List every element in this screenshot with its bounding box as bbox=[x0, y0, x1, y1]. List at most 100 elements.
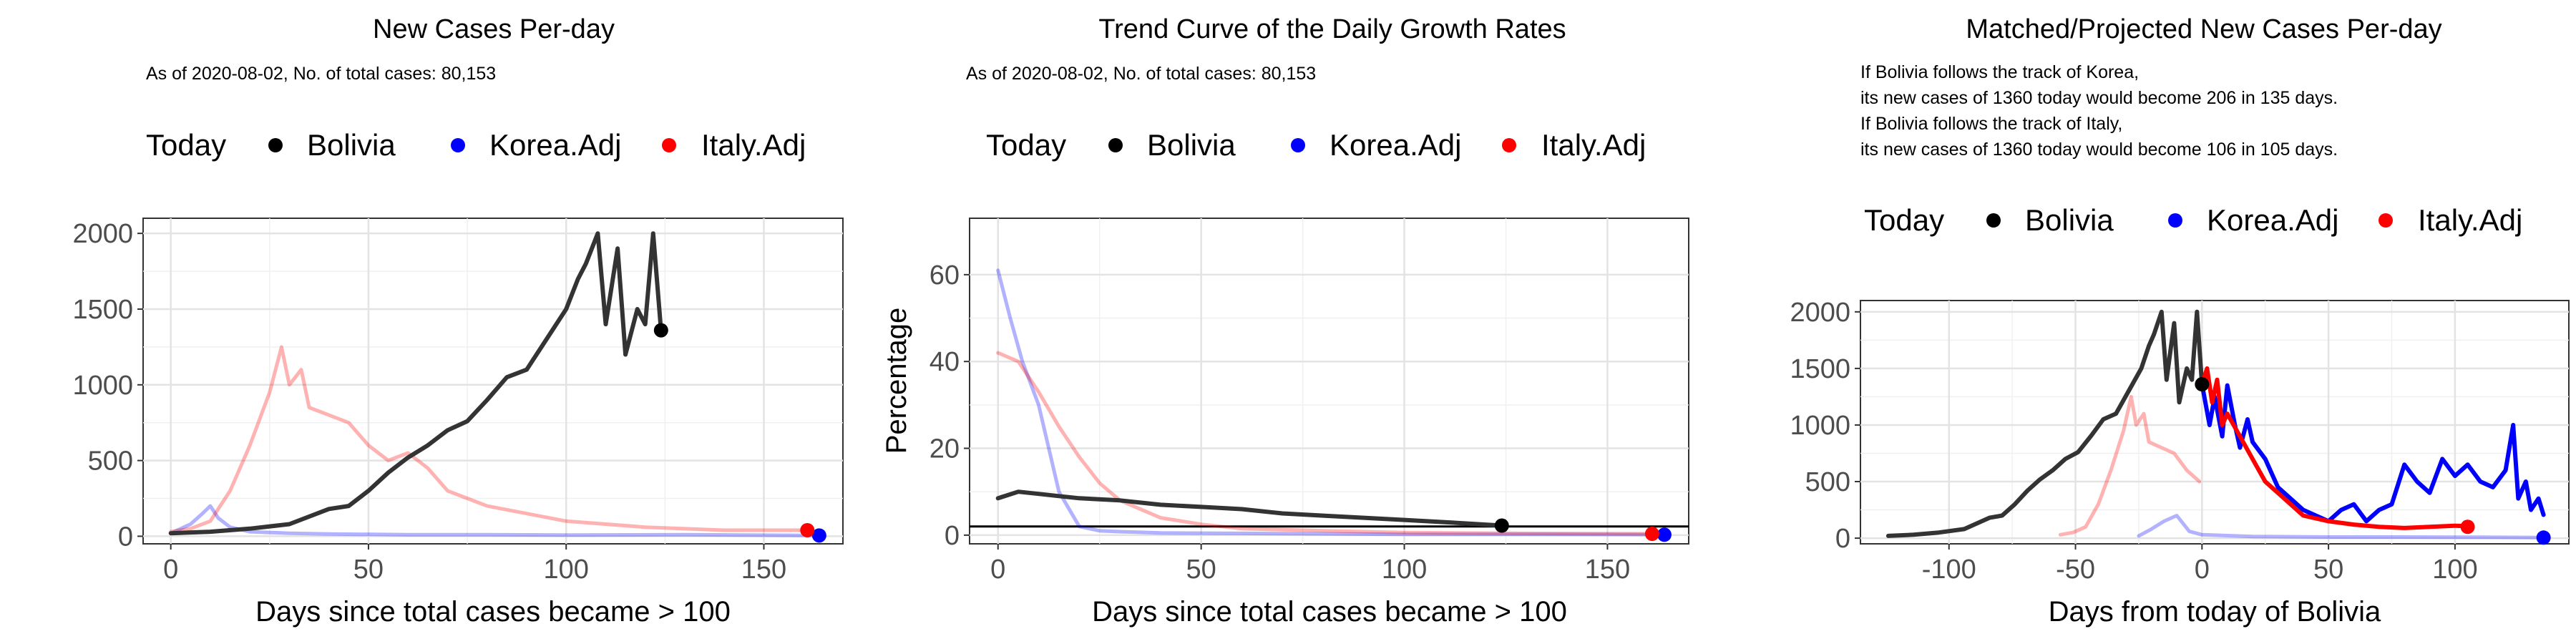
legend-title: Today bbox=[1864, 203, 1944, 237]
x-tick-label: 100 bbox=[2432, 555, 2477, 585]
chart-subtitle: As of 2020-08-02, No. of total cases: 80… bbox=[966, 64, 1316, 84]
grid bbox=[1860, 301, 2569, 544]
y-tick-label: 1000 bbox=[1790, 411, 1850, 441]
today-points bbox=[2195, 377, 2551, 545]
plot-border bbox=[142, 218, 844, 545]
series-line-bolivia bbox=[168, 231, 663, 536]
y-tick-label: 0 bbox=[1835, 524, 1850, 554]
panel-new-cases: New Cases Per-day As of 2020-08-02, No. … bbox=[72, 14, 844, 628]
x-tick-label: -100 bbox=[1922, 555, 1976, 585]
projection-note-line: its new cases of 1360 today would become… bbox=[1860, 140, 2338, 160]
series-line-italy-projected bbox=[2200, 366, 2470, 530]
legend-label-italy: Italy.Adj bbox=[1541, 128, 1646, 162]
legend-key-bolivia bbox=[268, 138, 283, 152]
y-axis-title: Percentage bbox=[881, 308, 912, 454]
legend-label-italy: Italy.Adj bbox=[2418, 203, 2522, 237]
projection-note-line: its new cases of 1360 today would become… bbox=[1860, 88, 2338, 108]
legend-label-italy: Italy.Adj bbox=[701, 128, 806, 162]
today-points bbox=[1494, 518, 1672, 542]
today-point-bolivia bbox=[653, 323, 668, 338]
y-tick-label: 2000 bbox=[1790, 298, 1850, 328]
legend: Today Bolivia Korea.Adj Italy.Adj bbox=[986, 128, 1646, 162]
x-tick-label: 150 bbox=[1585, 555, 1630, 585]
legend-key-korea bbox=[1291, 138, 1305, 152]
legend-key-bolivia bbox=[1986, 213, 2001, 228]
chart-title: Matched/Projected New Cases Per-day bbox=[1966, 14, 2441, 44]
x-tick-label: 150 bbox=[741, 555, 786, 585]
grid bbox=[143, 218, 843, 544]
legend-title: Today bbox=[146, 128, 226, 162]
y-tick-label: 1500 bbox=[1790, 354, 1850, 384]
panel-growth-rates: Trend Curve of the Daily Growth Rates As… bbox=[881, 14, 1689, 628]
legend-label-korea: Korea.Adj bbox=[489, 128, 621, 162]
legend-key-korea bbox=[2168, 213, 2182, 228]
legend-key-italy bbox=[1502, 138, 1516, 152]
panel-projected: Matched/Projected New Cases Per-day If B… bbox=[1790, 14, 2570, 628]
projection-note-line: If Bolivia follows the track of Korea, bbox=[1860, 62, 2139, 82]
x-tick-label: 100 bbox=[544, 555, 589, 585]
y-tick-label: 0 bbox=[118, 522, 133, 552]
series-line-italy bbox=[169, 345, 809, 534]
today-point-bolivia bbox=[1494, 518, 1509, 533]
y-tick-label: 1500 bbox=[72, 295, 133, 325]
grid bbox=[970, 218, 1689, 544]
today-point-italy bbox=[2460, 519, 2475, 535]
x-axis-title: Days since total cases became > 100 bbox=[1092, 596, 1567, 628]
legend-key-bolivia bbox=[1108, 138, 1123, 152]
plot-border bbox=[969, 218, 1689, 545]
legend: Today Bolivia Korea.Adj Italy.Adj bbox=[1864, 203, 2522, 237]
chart-subtitle: As of 2020-08-02, No. of total cases: 80… bbox=[146, 64, 496, 84]
today-point-italy bbox=[800, 522, 815, 537]
series-line-bolivia bbox=[1885, 309, 2205, 538]
x-tick-label: 50 bbox=[1186, 555, 1216, 585]
y-tick-label: 0 bbox=[945, 521, 960, 551]
x-tick-label: 50 bbox=[353, 555, 384, 585]
legend-label-bolivia: Bolivia bbox=[1147, 128, 1236, 162]
today-points bbox=[653, 323, 826, 543]
plot-area: 0 50 100 150 0 20 40 60 bbox=[930, 218, 1689, 585]
x-tick-label: 100 bbox=[1382, 555, 1427, 585]
plot-border bbox=[1860, 300, 2570, 545]
legend-label-korea: Korea.Adj bbox=[1330, 128, 1461, 162]
legend-label-korea: Korea.Adj bbox=[2207, 203, 2338, 237]
x-axis-title: Days since total cases became > 100 bbox=[255, 596, 731, 628]
legend-key-italy bbox=[2379, 213, 2393, 228]
series-line-bolivia bbox=[995, 489, 1504, 528]
series-line-korea bbox=[169, 504, 821, 537]
series-lines bbox=[995, 268, 1667, 537]
legend-label-bolivia: Bolivia bbox=[307, 128, 396, 162]
axis-ticks: 0 50 100 150 0 20 40 60 bbox=[930, 260, 1630, 585]
today-point-korea bbox=[1657, 527, 1672, 542]
y-tick-label: 60 bbox=[930, 260, 960, 291]
projection-notes: If Bolivia follows the track of Korea, i… bbox=[1860, 62, 2338, 160]
series-line-korea bbox=[996, 268, 1667, 537]
legend-label-bolivia: Bolivia bbox=[2025, 203, 2114, 237]
x-axis-title: Days from today of Bolivia bbox=[2049, 596, 2381, 628]
legend-key-korea bbox=[451, 138, 465, 152]
y-tick-label: 2000 bbox=[72, 219, 133, 249]
legend: Today Bolivia Korea.Adj Italy.Adj bbox=[146, 128, 806, 162]
series-line-korea-projected bbox=[2200, 382, 2546, 524]
x-tick-label: 0 bbox=[163, 555, 178, 585]
x-tick-label: 0 bbox=[2195, 555, 2210, 585]
x-tick-label: 0 bbox=[990, 555, 1005, 585]
x-tick-label: 50 bbox=[2313, 555, 2343, 585]
y-tick-label: 1000 bbox=[72, 371, 133, 401]
today-point-italy bbox=[1644, 527, 1659, 542]
series-lines bbox=[1885, 309, 2546, 540]
series-line-italy bbox=[2058, 394, 2202, 537]
series-line-korea bbox=[2137, 514, 2546, 540]
chart-title: New Cases Per-day bbox=[373, 14, 615, 44]
projection-note-line: If Bolivia follows the track of Italy, bbox=[1860, 114, 2122, 134]
y-tick-label: 20 bbox=[930, 434, 960, 464]
today-point-korea bbox=[2536, 530, 2551, 545]
y-tick-label: 500 bbox=[88, 447, 133, 477]
chart-title: Trend Curve of the Daily Growth Rates bbox=[1098, 14, 1566, 44]
series-lines bbox=[168, 231, 821, 537]
today-point-bolivia bbox=[2195, 377, 2210, 392]
series-line-italy bbox=[996, 351, 1654, 536]
